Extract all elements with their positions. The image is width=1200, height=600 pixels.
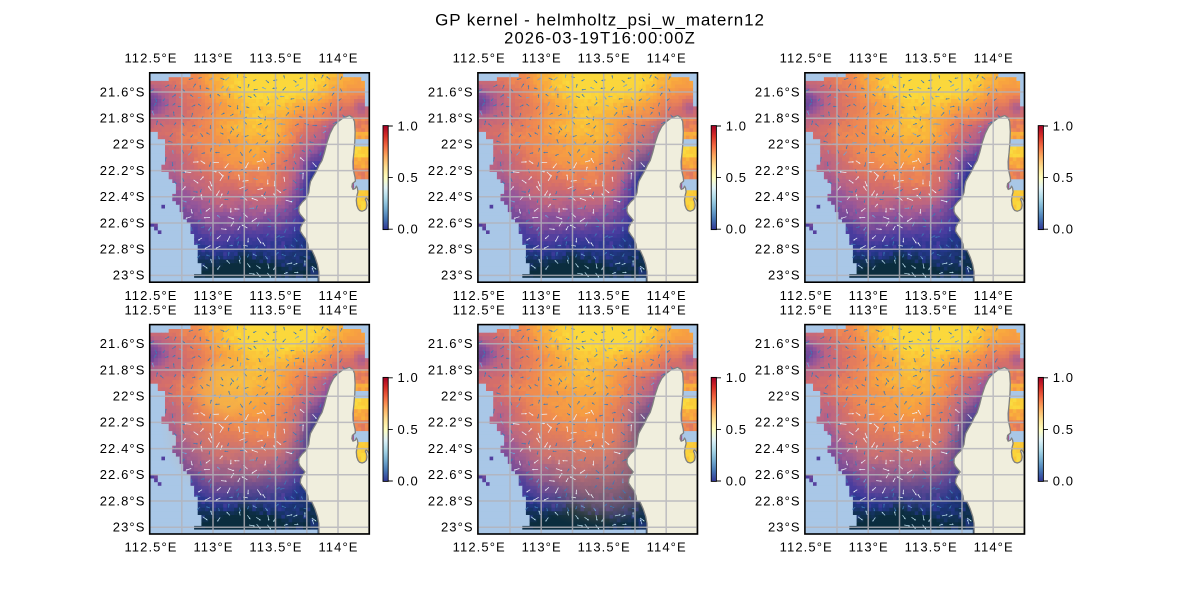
svg-text:22.4°S: 22.4°S (428, 189, 474, 204)
svg-text:112.5°E: 112.5°E (780, 288, 833, 303)
svg-text:23°S: 23°S (113, 520, 146, 535)
svg-text:22.6°S: 22.6°S (100, 215, 146, 230)
svg-text:22.4°S: 22.4°S (755, 189, 801, 204)
svg-text:113.5°E: 113.5°E (578, 51, 631, 66)
svg-text:22°S: 22°S (441, 389, 474, 404)
svg-text:22.8°S: 22.8°S (100, 242, 146, 257)
svg-text:22°S: 22°S (441, 137, 474, 152)
svg-text:23°S: 23°S (113, 268, 146, 283)
svg-text:113.5°E: 113.5°E (905, 288, 958, 303)
svg-text:112.5°E: 112.5°E (780, 540, 833, 555)
svg-text:112.5°E: 112.5°E (453, 540, 506, 555)
svg-text:22.8°S: 22.8°S (100, 493, 146, 508)
svg-text:21.8°S: 21.8°S (755, 362, 801, 377)
svg-text:113°E: 113°E (522, 302, 562, 317)
svg-text:22.8°S: 22.8°S (428, 242, 474, 257)
svg-text:112.5°E: 112.5°E (453, 288, 506, 303)
svg-text:22.2°S: 22.2°S (100, 415, 146, 430)
svg-text:2026-03-19T16:00:00Z: 2026-03-19T16:00:00Z (504, 28, 696, 47)
svg-text:22.4°S: 22.4°S (428, 441, 474, 456)
svg-text:113.5°E: 113.5°E (905, 540, 958, 555)
svg-text:22.2°S: 22.2°S (100, 163, 146, 178)
svg-text:112.5°E: 112.5°E (780, 302, 833, 317)
svg-text:112.5°E: 112.5°E (124, 540, 177, 555)
svg-text:22.2°S: 22.2°S (428, 415, 474, 430)
svg-text:114°E: 114°E (647, 302, 687, 317)
svg-text:21.6°S: 21.6°S (755, 336, 801, 351)
svg-text:113.5°E: 113.5°E (905, 302, 958, 317)
svg-text:22.8°S: 22.8°S (755, 242, 801, 257)
svg-text:22.8°S: 22.8°S (755, 493, 801, 508)
svg-text:23°S: 23°S (768, 520, 801, 535)
svg-text:114°E: 114°E (318, 288, 358, 303)
svg-text:112.5°E: 112.5°E (124, 302, 177, 317)
svg-text:21.8°S: 21.8°S (428, 111, 474, 126)
svg-text:114°E: 114°E (647, 288, 687, 303)
svg-text:114°E: 114°E (974, 288, 1014, 303)
svg-text:114°E: 114°E (974, 51, 1014, 66)
svg-text:114°E: 114°E (647, 540, 687, 555)
svg-text:113°E: 113°E (849, 288, 889, 303)
svg-text:113.5°E: 113.5°E (905, 51, 958, 66)
svg-text:113°E: 113°E (193, 302, 233, 317)
svg-text:22.4°S: 22.4°S (100, 441, 146, 456)
svg-text:22.2°S: 22.2°S (428, 163, 474, 178)
svg-text:113.5°E: 113.5°E (249, 288, 302, 303)
svg-text:22.6°S: 22.6°S (428, 467, 474, 482)
svg-text:112.5°E: 112.5°E (124, 288, 177, 303)
svg-text:114°E: 114°E (318, 302, 358, 317)
svg-text:113°E: 113°E (522, 288, 562, 303)
svg-text:113°E: 113°E (522, 51, 562, 66)
svg-text:113°E: 113°E (849, 302, 889, 317)
svg-text:113°E: 113°E (849, 540, 889, 555)
svg-text:22.6°S: 22.6°S (755, 467, 801, 482)
svg-text:22.2°S: 22.2°S (755, 415, 801, 430)
svg-text:21.6°S: 21.6°S (100, 336, 146, 351)
svg-text:113°E: 113°E (193, 51, 233, 66)
svg-text:22.6°S: 22.6°S (755, 215, 801, 230)
svg-text:114°E: 114°E (318, 540, 358, 555)
svg-text:22°S: 22°S (113, 389, 146, 404)
svg-text:GP kernel - helmholtz_psi_w_ma: GP kernel - helmholtz_psi_w_matern12 (435, 11, 765, 30)
svg-text:114°E: 114°E (974, 302, 1014, 317)
svg-text:113.5°E: 113.5°E (249, 51, 302, 66)
svg-text:21.6°S: 21.6°S (100, 84, 146, 99)
svg-text:22°S: 22°S (768, 137, 801, 152)
svg-text:21.6°S: 21.6°S (428, 336, 474, 351)
svg-text:113°E: 113°E (193, 540, 233, 555)
svg-text:113.5°E: 113.5°E (249, 302, 302, 317)
svg-text:112.5°E: 112.5°E (780, 51, 833, 66)
svg-text:114°E: 114°E (318, 51, 358, 66)
svg-text:21.8°S: 21.8°S (428, 362, 474, 377)
svg-text:21.6°S: 21.6°S (755, 84, 801, 99)
svg-text:113°E: 113°E (522, 540, 562, 555)
svg-text:113.5°E: 113.5°E (578, 540, 631, 555)
svg-text:21.6°S: 21.6°S (428, 84, 474, 99)
svg-text:22.4°S: 22.4°S (100, 189, 146, 204)
svg-text:112.5°E: 112.5°E (453, 51, 506, 66)
svg-text:22.2°S: 22.2°S (755, 163, 801, 178)
svg-text:23°S: 23°S (441, 520, 474, 535)
svg-text:114°E: 114°E (974, 540, 1014, 555)
svg-text:21.8°S: 21.8°S (100, 362, 146, 377)
svg-text:22°S: 22°S (113, 137, 146, 152)
svg-text:22.6°S: 22.6°S (428, 215, 474, 230)
svg-text:113.5°E: 113.5°E (578, 302, 631, 317)
svg-text:22.6°S: 22.6°S (100, 467, 146, 482)
svg-text:23°S: 23°S (441, 268, 474, 283)
svg-text:23°S: 23°S (768, 268, 801, 283)
svg-text:113°E: 113°E (849, 51, 889, 66)
svg-text:21.8°S: 21.8°S (755, 111, 801, 126)
svg-text:22.4°S: 22.4°S (755, 441, 801, 456)
svg-text:112.5°E: 112.5°E (124, 51, 177, 66)
svg-text:21.8°S: 21.8°S (100, 111, 146, 126)
svg-text:113.5°E: 113.5°E (578, 288, 631, 303)
svg-text:114°E: 114°E (647, 51, 687, 66)
svg-text:22°S: 22°S (768, 389, 801, 404)
svg-text:112.5°E: 112.5°E (453, 302, 506, 317)
svg-text:113°E: 113°E (193, 288, 233, 303)
svg-text:22.8°S: 22.8°S (428, 493, 474, 508)
svg-text:113.5°E: 113.5°E (249, 540, 302, 555)
